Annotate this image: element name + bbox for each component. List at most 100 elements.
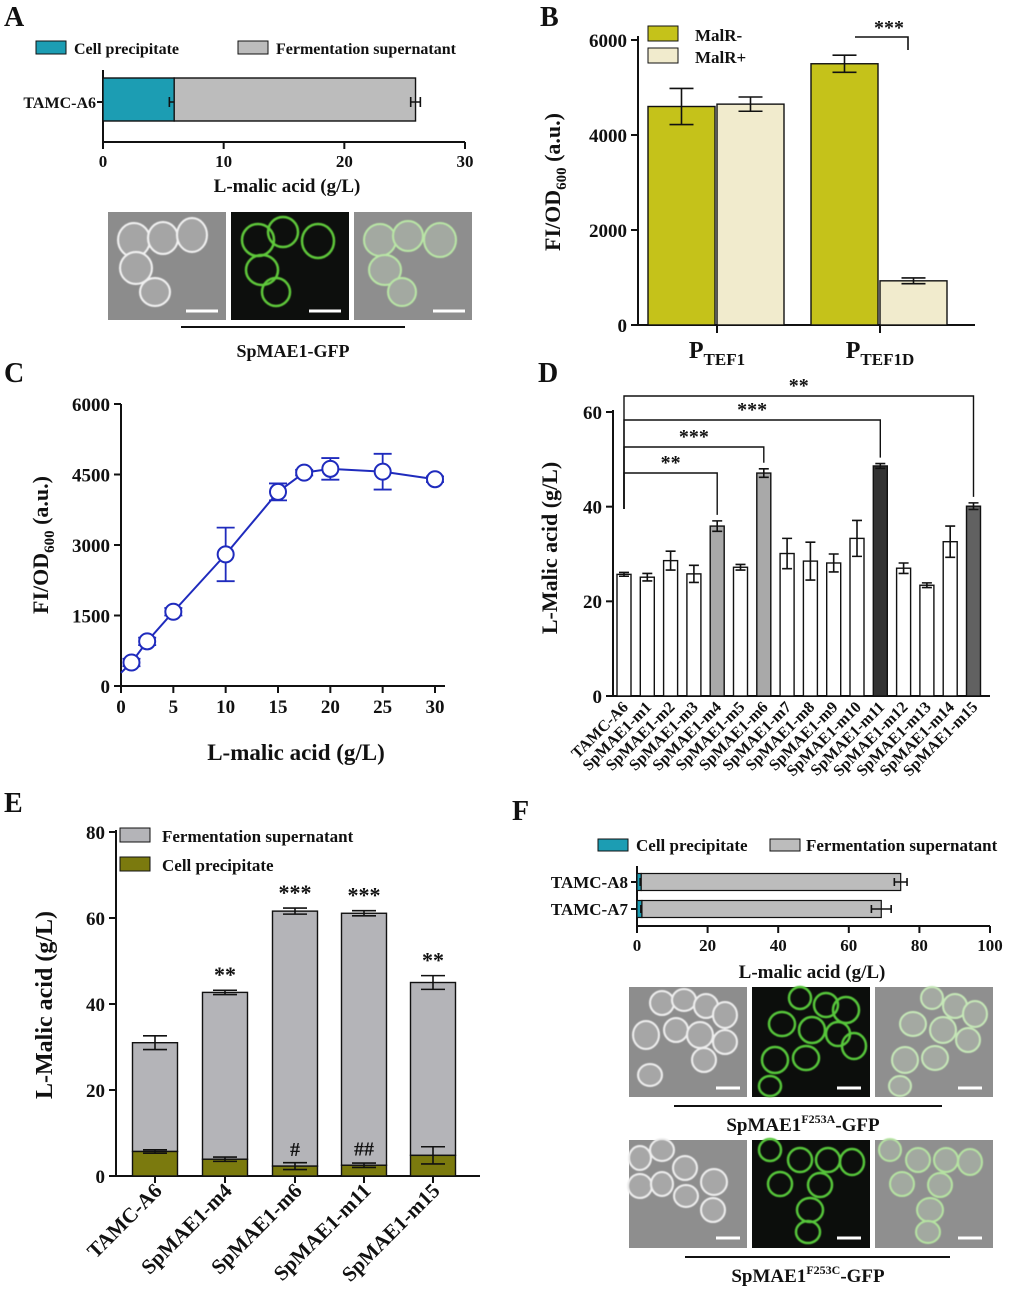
panel-f: Cell precipitate Fermentation supernatan…: [551, 836, 1003, 1287]
legend-swatch-cell-precipitate: [35, 40, 67, 55]
legend-label-cell-precipitate: Cell precipitate: [162, 856, 274, 875]
bar-segment-cell-precipitate: [102, 77, 175, 122]
error-bar: [852, 519, 862, 558]
error-bar: [828, 553, 839, 573]
bar-spmae1-m9: [826, 562, 842, 697]
bar-spmae1-m12: [895, 567, 912, 697]
x-tick-label: 30: [426, 697, 445, 718]
error-bar: [642, 572, 653, 582]
significance-marker: **: [422, 948, 444, 973]
bar-segment-tamc-a8-fermentation-supernatant: [640, 872, 902, 892]
micrograph-gfp: [231, 212, 349, 320]
series-line: [120, 467, 436, 674]
bar-p-tef1d-malr: [810, 63, 879, 326]
category-label-tamc-a6: TAMC-A6: [23, 95, 96, 112]
error-bar: [143, 1148, 167, 1155]
y-tick-label: 80: [86, 823, 105, 844]
micrograph-merge-f253c: [875, 1138, 993, 1248]
error-bar: [782, 537, 793, 570]
error-bar: [898, 562, 909, 575]
legend-swatch-cell-precipitate: [597, 838, 629, 852]
data-point: [269, 482, 287, 501]
x-tick-label: 30: [457, 152, 474, 171]
significance-bracket: [623, 472, 718, 515]
bar-segment-supernatant-spmae1-m15: [409, 981, 457, 1157]
error-bar: [832, 54, 857, 74]
error-bar: [738, 96, 763, 113]
error-bar: [283, 907, 307, 915]
bar-segment-cell-precipitate-tamc-a6: [131, 1150, 179, 1177]
panel-c: FI/OD600 (a.u.) 0 1500 3000 4500 6000 0 5 10 15…: [28, 395, 445, 765]
bar-spmae1-m13: [919, 584, 935, 697]
x-tick-label: 20: [321, 697, 340, 718]
legend: Fermentation supernatant Cell precipitat…: [119, 827, 354, 875]
category-label-ptef1: PTEF1: [689, 338, 745, 369]
significance-marker: ***: [279, 880, 312, 905]
legend-label-fermentation-supernatant: Fermentation supernatant: [806, 836, 998, 855]
error-bar: [352, 1162, 376, 1169]
error-bar: [421, 1145, 445, 1165]
error-bar: [758, 468, 769, 479]
bar-spmae1-m10: [849, 537, 865, 697]
error-bar: [409, 97, 422, 107]
x-tick-label: 0: [99, 152, 108, 171]
y-tick-label: 0: [618, 316, 628, 337]
y-tick-label: 40: [583, 498, 602, 519]
panel-b: FI/OD600 (a.u.) 0 2000 4000 6000 MalR- MalR…: [540, 17, 975, 369]
y-tick-label: 0: [101, 677, 111, 698]
significance-marker: **: [789, 375, 809, 397]
micrograph-merge: [354, 212, 472, 320]
legend-label-fermentation-supernatant: Fermentation supernatant: [276, 41, 457, 58]
error-bar: [669, 87, 694, 126]
data-point: [164, 602, 183, 621]
legend-swatch-malr-minus: [647, 25, 679, 42]
data-point: [295, 463, 314, 482]
significance-marker-base: ##: [354, 1138, 374, 1160]
y-tick-label: 6000: [72, 395, 110, 416]
legend-swatch-fermentation-supernatant: [237, 40, 269, 55]
micrograph-caption: SpMAE1-GFP: [236, 341, 349, 361]
x-tick-label: 0: [116, 697, 126, 718]
error-bar: [875, 462, 886, 470]
error-bar: [213, 989, 237, 996]
x-tick-label: 20: [699, 936, 716, 955]
panel-a: Cell precipitate Fermentation supernatan…: [23, 40, 474, 361]
bar-segment-fermentation-supernatant: [173, 77, 417, 122]
y-tick-label: 4000: [589, 126, 627, 147]
error-bar: [945, 525, 956, 559]
micrograph-caption-f253c: SpMAE1F253C-GFP: [731, 1263, 885, 1287]
bar-spmae1-m15: [965, 505, 982, 697]
y-tick-label: 3000: [72, 536, 110, 557]
error-bar: [870, 905, 892, 913]
bar-spmae1-m14: [942, 540, 958, 697]
x-tick-label: 10: [215, 152, 232, 171]
panel-label-b: B: [540, 2, 559, 33]
y-tick-label: 1500: [72, 606, 110, 627]
panel-label-f: F: [512, 796, 529, 827]
y-tick-label: 20: [583, 592, 602, 613]
y-tick-label: 0: [593, 687, 603, 708]
y-tick-label: 40: [86, 995, 105, 1016]
x-tick-label: 20: [336, 152, 353, 171]
error-bar: [352, 909, 376, 917]
category-label-tamc-a8: TAMC-A8: [551, 873, 628, 892]
significance-bracket: ***: [855, 17, 909, 50]
y-tick-label: 20: [86, 1081, 105, 1102]
bar-segment-supernatant-spmae1-m4: [201, 991, 249, 1160]
x-tick-label: 100: [977, 936, 1003, 955]
x-axis-label: L-malic acid (g/L): [214, 176, 361, 197]
x-tick-label: 25: [373, 697, 392, 718]
error-bar: [283, 1161, 307, 1171]
legend-swatch-fermentation-supernatant: [769, 838, 801, 852]
panel-label-a: A: [4, 2, 25, 33]
y-axis-label: L-Malic acid (g/L): [32, 911, 58, 1099]
panel-label-c: C: [4, 358, 24, 389]
significance-marker: ***: [348, 883, 381, 908]
legend-label-malr-plus: MalR+: [695, 48, 746, 67]
micrograph-brightfield-f253c: [627, 1138, 747, 1248]
significance-bracket: [623, 395, 975, 509]
y-tick-label: 4500: [72, 465, 110, 486]
data-point: [373, 462, 392, 481]
legend-label-fermentation-supernatant: Fermentation supernatant: [162, 827, 354, 846]
